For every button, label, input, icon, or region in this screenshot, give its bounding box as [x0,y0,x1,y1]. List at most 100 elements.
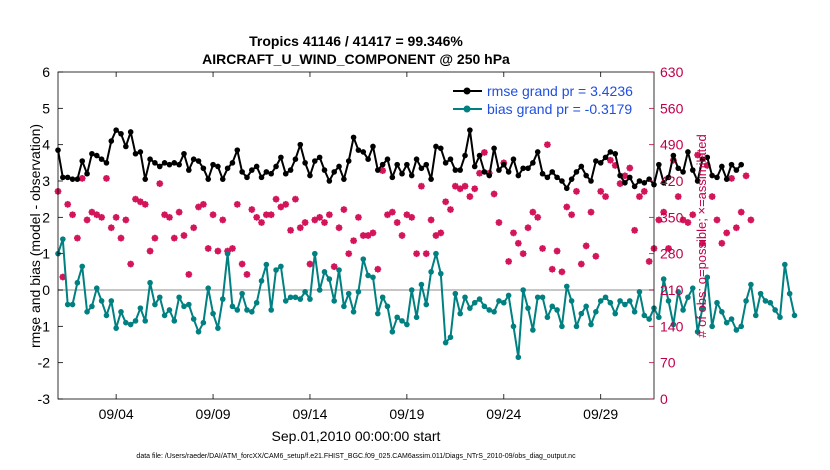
rmse-point [142,176,149,182]
rmse-point [84,170,90,177]
obs-marker-stroke [98,214,105,221]
obs-marker-stroke [205,245,212,252]
obs-assimilated-marker [568,211,576,219]
obs-marker-stroke [399,232,406,239]
rmse-point [481,169,488,175]
rmse-point [568,176,575,182]
bias-point [578,310,585,317]
bias-point [530,327,536,333]
obs-marker-stroke [166,214,173,221]
rmse-point [583,172,589,179]
bias-point [176,294,182,301]
obs-marker-stroke [210,211,217,218]
bias-point [719,309,725,315]
obs-assimilated-marker [393,219,401,226]
obs-marker-stroke [171,235,178,242]
legend-rmse-marker [463,87,471,95]
rmse-point [467,127,473,133]
obs-assimilated-marker [408,213,416,221]
bias-point [394,314,400,321]
rmse-point [399,170,405,177]
obs-assimilated-marker [461,182,469,190]
obs-marker-stroke [495,219,502,226]
bias-point [500,299,507,306]
bias-point [123,319,129,326]
obs-assimilated-marker [660,208,668,216]
bias-point [428,269,434,275]
obs-marker-stroke [239,261,246,268]
rmse-point [64,174,71,181]
bias-point [525,305,531,311]
obs-marker-stroke [384,211,391,218]
rmse-point [326,178,333,184]
obs-marker-stroke [79,175,86,182]
obs-marker-stroke [413,250,420,257]
rmse-point [675,165,682,172]
rmse-point [200,165,207,172]
rmse-point [607,149,614,155]
rmse-point [113,127,119,133]
obs-marker-stroke [573,188,580,195]
rmse-point [98,156,105,162]
bias-point [93,285,100,291]
obs-assimilated-marker [466,193,474,200]
bias-point [481,303,488,310]
obs-assimilated-marker [665,245,672,252]
bias-point [147,279,153,286]
rmse-point [370,143,376,150]
obs-marker-stroke [476,170,483,177]
obs-marker-stroke [369,229,376,236]
rmse-point [471,163,478,170]
obs-marker-stroke [84,216,91,223]
obs-assimilated-marker [253,213,261,221]
bias-point [646,316,652,322]
obs-marker-stroke [554,248,561,255]
obs-marker-stroke [142,201,149,208]
bias-point [689,285,696,291]
obs-assimilated-marker [398,232,406,239]
obs-marker-stroke [437,229,444,236]
bias-point [782,261,788,268]
rmse-point [278,154,284,161]
rmse-point [442,160,449,166]
rmse-point [258,174,265,181]
bias-point [631,309,638,315]
bias-point [685,294,691,301]
rmse-point [544,174,551,181]
obs-marker-stroke [336,224,343,231]
bias-point [636,289,643,295]
y-right-tick-label: 0 [660,391,668,407]
obs-count-layer [54,141,755,281]
obs-assimilated-marker [742,172,750,180]
rmse-point [321,167,328,173]
bias-point [457,310,463,317]
bias-point [253,299,260,306]
bias-point [709,323,715,330]
rmse-point [171,160,178,166]
obs-assimilated-marker [694,151,702,159]
rmse-point [515,172,522,179]
rmse-point [152,160,158,166]
obs-assimilated-marker [107,224,115,232]
obs-assimilated-marker [282,200,290,208]
rmse-point [137,149,144,155]
obs-marker-stroke [214,248,221,255]
rmse-point [694,178,701,184]
obs-marker-stroke [176,209,183,216]
bias-point [554,307,560,313]
bias-point [263,261,270,268]
obs-assimilated-marker [301,219,309,226]
bias-point [161,312,168,319]
obs-marker-stroke [331,263,338,270]
bias-point [602,294,609,301]
bias-point [113,325,119,331]
bias-point [423,301,430,308]
obs-marker-stroke [641,188,648,195]
obs-assimilated-marker [374,265,382,273]
obs-marker-stroke [655,216,662,223]
bias-point [355,289,362,295]
obs-assimilated-marker [132,195,139,203]
obs-marker-stroke [137,198,144,205]
obs-assimilated-marker [127,260,135,268]
bias-point [229,303,236,310]
